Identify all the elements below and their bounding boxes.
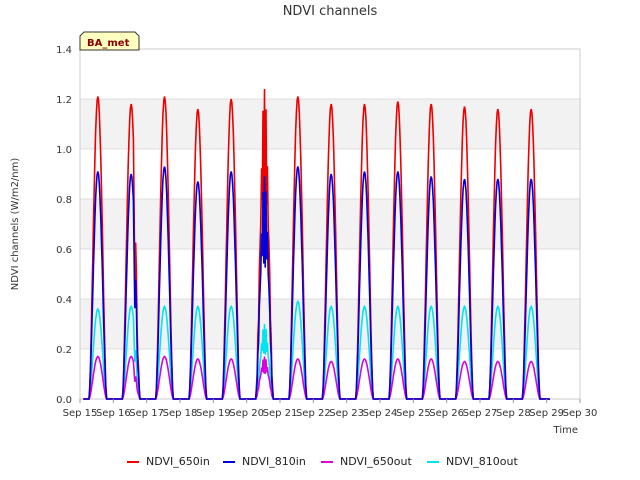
x-tick-label: Sep 16	[96, 408, 131, 419]
legend: NDVI_650in NDVI_810in NDVI_650out NDVI_810o…	[127, 455, 518, 468]
y-tick-label: 0.8	[56, 195, 72, 206]
y-tick-label: 1.4	[56, 45, 72, 56]
chart-title: NDVI channels	[283, 4, 378, 19]
x-tick-label: Sep 28	[496, 408, 531, 419]
x-tick-label: Sep 19	[196, 408, 231, 419]
x-axis-label: Time	[553, 425, 578, 436]
y-tick-label: 0.2	[56, 345, 72, 356]
x-tick-label: Sep 25	[396, 408, 431, 419]
x-tick-label: Sep 21	[263, 408, 298, 419]
grid-band	[80, 199, 580, 249]
legend-label: NDVI_650in	[146, 455, 210, 468]
plot-area	[79, 48, 581, 400]
x-tick-label: Sep 15	[63, 408, 98, 419]
site-badge-label: BA_met	[87, 38, 130, 49]
y-tick-label: 0.0	[56, 395, 72, 406]
x-tick-label: Sep 22	[296, 408, 331, 419]
legend-label: NDVI_650out	[340, 455, 412, 468]
y-tick-label: 0.6	[56, 245, 72, 256]
y-tick-label: 1.0	[56, 145, 72, 156]
x-tick-label: Sep 27	[463, 408, 498, 419]
legend-label: NDVI_810out	[446, 455, 518, 468]
y-tick-label: 1.2	[56, 95, 72, 106]
grid-band	[80, 49, 580, 99]
legend-label: NDVI_810in	[242, 455, 306, 468]
grid-band	[80, 249, 580, 299]
y-tick-label: 0.4	[56, 295, 72, 306]
x-tick-label: Sep 18	[163, 408, 198, 419]
x-tick-label: Sep 30	[563, 408, 598, 419]
x-tick-label: Sep 26	[429, 408, 464, 419]
x-tick-label: Sep 24	[363, 408, 398, 419]
y-axis-label: NDVI channels (W/m2/nm)	[10, 158, 21, 291]
x-tick-label: Sep 23	[329, 408, 364, 419]
x-tick-label: Sep 17	[129, 408, 164, 419]
x-tick-label: Sep 20	[229, 408, 264, 419]
x-tick-label: Sep 29	[529, 408, 564, 419]
site-badge: BA_met	[79, 31, 140, 51]
series-line-ndvi-810in	[83, 166, 550, 400]
